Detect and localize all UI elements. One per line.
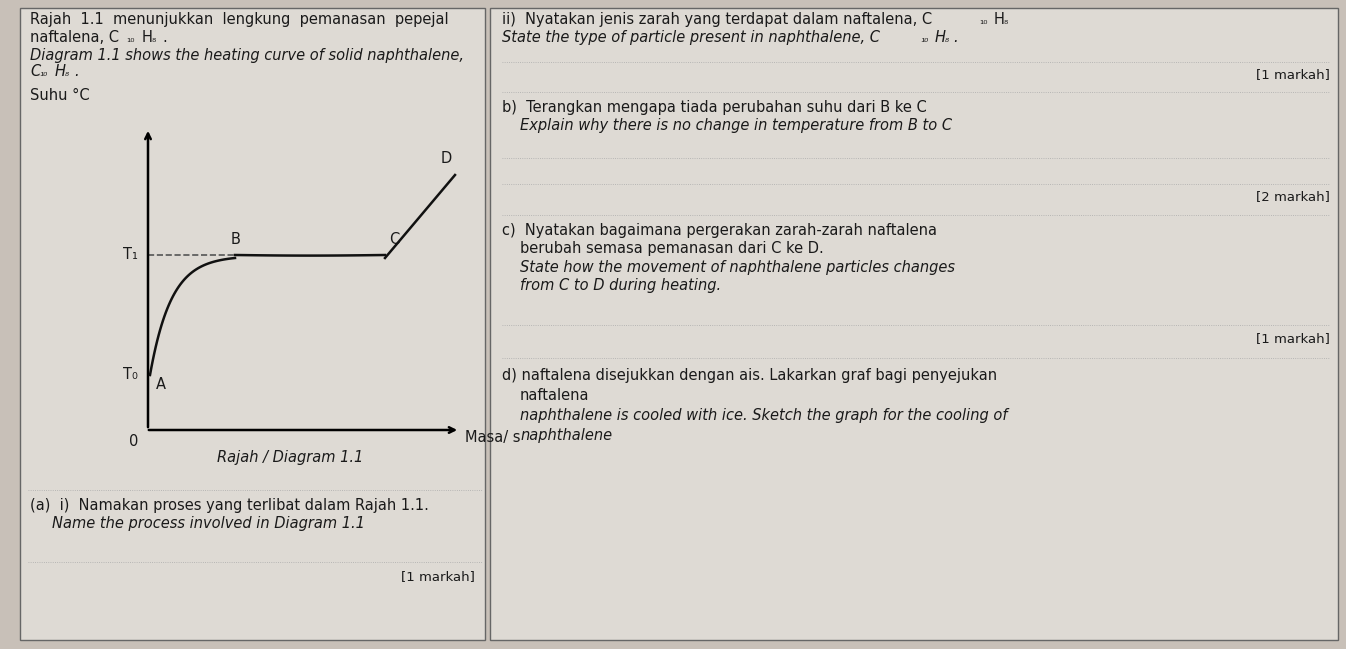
Text: d) naftalena disejukkan dengan ais. Lakarkan graf bagi penyejukan: d) naftalena disejukkan dengan ais. Laka… [502,368,997,383]
Text: B: B [232,232,241,247]
Text: c)  Nyatakan bagaimana pergerakan zarah-zarah naftalena: c) Nyatakan bagaimana pergerakan zarah-z… [502,223,937,238]
Text: H: H [141,30,153,45]
Text: ii)  Nyatakan jenis zarah yang terdapat dalam naftalena, C: ii) Nyatakan jenis zarah yang terdapat d… [502,12,933,27]
Text: State the type of particle present in naphthalene, C: State the type of particle present in na… [502,30,880,45]
Text: ₁₀: ₁₀ [127,34,135,44]
Text: berubah semasa pemanasan dari C ke D.: berubah semasa pemanasan dari C ke D. [520,241,824,256]
Text: Name the process involved in Diagram 1.1: Name the process involved in Diagram 1.1 [52,516,365,531]
Text: b)  Terangkan mengapa tiada perubahan suhu dari B ke C: b) Terangkan mengapa tiada perubahan suh… [502,100,927,115]
Text: H: H [55,64,66,79]
Text: 0: 0 [129,434,139,449]
Text: naphthalene: naphthalene [520,428,612,443]
Text: .: . [953,30,957,45]
Text: ₁₀: ₁₀ [979,16,988,26]
Text: .: . [74,64,78,79]
Text: Masa/ s: Masa/ s [464,430,521,445]
Text: C: C [30,64,40,79]
Text: Rajah  1.1  menunjukkan  lengkung  pemanasan  pepejal: Rajah 1.1 menunjukkan lengkung pemanasan… [30,12,448,27]
Text: Rajah / Diagram 1.1: Rajah / Diagram 1.1 [217,450,363,465]
Text: ₈: ₈ [1004,16,1008,26]
Text: [1 markah]: [1 markah] [1256,68,1330,81]
Text: from C to D during heating.: from C to D during heating. [520,278,721,293]
Text: ₁₀: ₁₀ [921,34,929,44]
Text: ₁₀: ₁₀ [39,68,47,78]
Text: (a)  i)  Namakan proses yang terlibat dalam Rajah 1.1.: (a) i) Namakan proses yang terlibat dala… [30,498,429,513]
Text: ₈: ₈ [152,34,156,44]
Text: C: C [389,232,400,247]
Text: ₈: ₈ [945,34,949,44]
Text: Explain why there is no change in temperature from B to C: Explain why there is no change in temper… [520,118,952,133]
Text: Suhu °C: Suhu °C [30,88,90,103]
Text: Diagram 1.1 shows the heating curve of solid naphthalene,: Diagram 1.1 shows the heating curve of s… [30,48,464,63]
Text: State how the movement of naphthalene particles changes: State how the movement of naphthalene pa… [520,260,956,275]
Text: [1 markah]: [1 markah] [401,570,475,583]
Text: naftalena: naftalena [520,388,590,403]
Text: naftalena, C: naftalena, C [30,30,118,45]
Text: T₁: T₁ [122,247,139,262]
Text: [2 markah]: [2 markah] [1256,190,1330,203]
Bar [490,8,1338,640]
Text: [1 markah]: [1 markah] [1256,332,1330,345]
Text: naphthalene is cooled with ice. Sketch the graph for the cooling of: naphthalene is cooled with ice. Sketch t… [520,408,1008,423]
Text: H: H [935,30,946,45]
Text: ₈: ₈ [65,68,69,78]
Text: H: H [993,12,1005,27]
Text: D: D [441,151,452,166]
Text: A: A [156,377,166,392]
Bar [20,8,485,640]
Text: .: . [162,30,167,45]
Text: T₀: T₀ [122,367,139,382]
